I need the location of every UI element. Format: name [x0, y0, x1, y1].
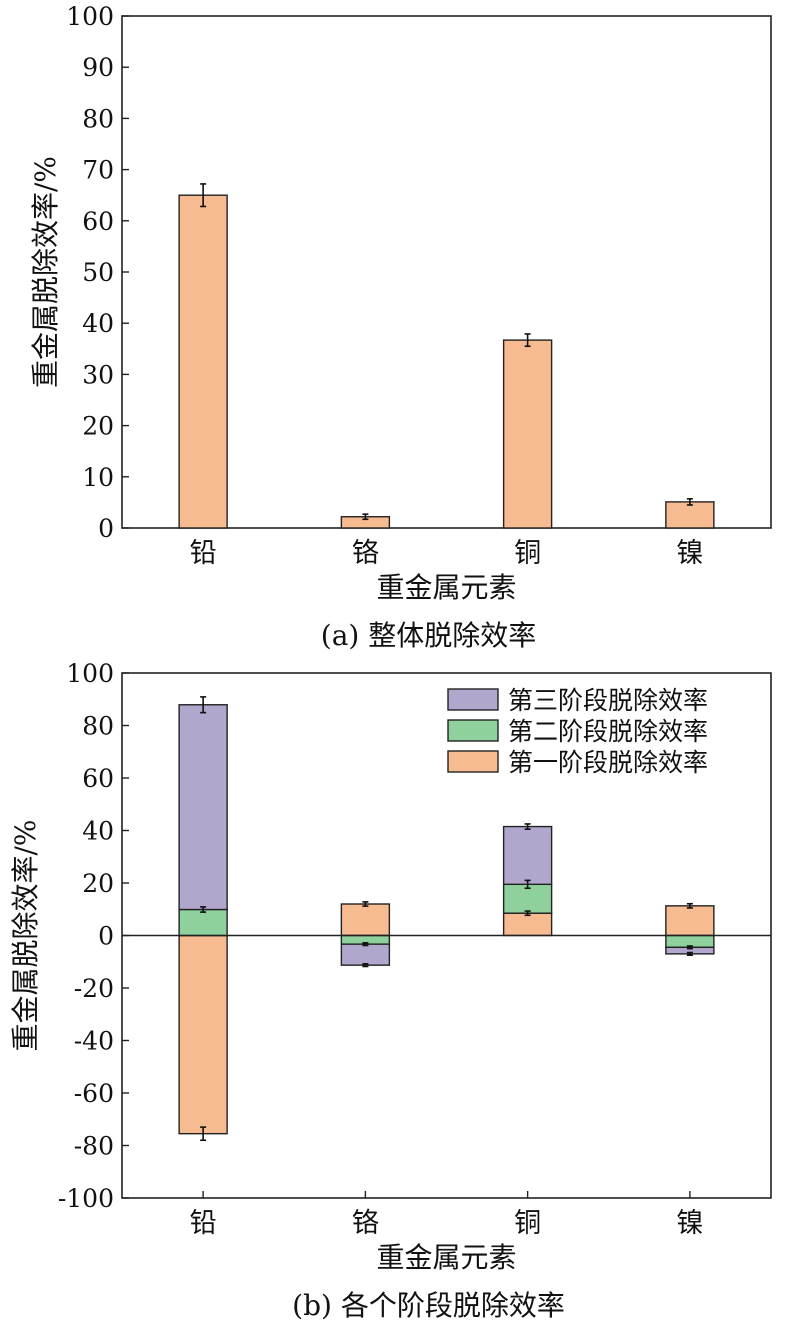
y-tick-label: 100 — [66, 2, 114, 31]
legend-label: 第三阶段脱除效率 — [508, 686, 708, 715]
y-tick-label: 0 — [98, 922, 114, 951]
y-tick-label: 60 — [82, 207, 114, 236]
y-tick-label: -40 — [74, 1027, 114, 1056]
y-tick-label: 10 — [82, 463, 114, 492]
y-tick-label: 0 — [98, 514, 114, 543]
y-tick-label: 70 — [82, 156, 114, 185]
y-tick-label: 100 — [66, 659, 114, 688]
legend-swatch — [447, 688, 499, 711]
x-tick-label: 铬 — [352, 538, 379, 569]
bar — [178, 704, 228, 911]
x-tick-label: 铜 — [514, 1208, 541, 1239]
legend-label: 第二阶段脱除效率 — [508, 717, 708, 746]
y-tick-label: -20 — [74, 974, 114, 1003]
x-tick-label: 铜 — [514, 538, 541, 569]
bar — [502, 339, 553, 529]
x-tick-label: 镍 — [676, 1208, 703, 1239]
x-tick-label: 镍 — [676, 538, 703, 569]
bar — [178, 934, 228, 1135]
y-tick-label: 20 — [82, 412, 114, 441]
y-tick-label: 50 — [82, 258, 114, 287]
y-tick-label: 60 — [82, 764, 114, 793]
legend-label: 第一阶段脱除效率 — [508, 748, 708, 777]
y-tick-label: 90 — [82, 53, 114, 82]
y-axis-label: 重金属脱除效率/% — [9, 819, 42, 1051]
y-tick-label: 40 — [82, 817, 114, 846]
bar — [665, 905, 715, 937]
bar — [178, 194, 228, 529]
legend-swatch — [447, 750, 499, 773]
bar — [178, 908, 228, 937]
y-tick-label: 20 — [82, 869, 114, 898]
y-tick-label: 80 — [82, 712, 114, 741]
y-tick-label: -60 — [74, 1079, 114, 1108]
x-tick-label: 铬 — [352, 1208, 379, 1239]
y-tick-label: 30 — [82, 360, 114, 389]
y-tick-label: 40 — [82, 309, 114, 338]
y-tick-label: -100 — [58, 1184, 114, 1213]
bar — [502, 912, 553, 937]
y-tick-label: -80 — [74, 1132, 114, 1161]
bar — [502, 825, 553, 886]
x-axis-label: 重金属元素 — [376, 1241, 516, 1274]
x-axis-label: 重金属元素 — [376, 571, 516, 604]
x-tick-label: 铅 — [190, 538, 217, 569]
y-axis-label: 重金属脱除效率/% — [29, 156, 62, 388]
bar — [340, 903, 391, 937]
y-tick-label: 80 — [82, 104, 114, 133]
legend-swatch — [447, 719, 499, 742]
bar — [340, 943, 391, 966]
chart-caption: (b) 各个阶段脱除效率 — [292, 1289, 565, 1322]
chart-caption: (a) 整体脱除效率 — [321, 619, 536, 652]
bar — [665, 501, 715, 529]
x-tick-label: 铅 — [190, 1208, 217, 1239]
